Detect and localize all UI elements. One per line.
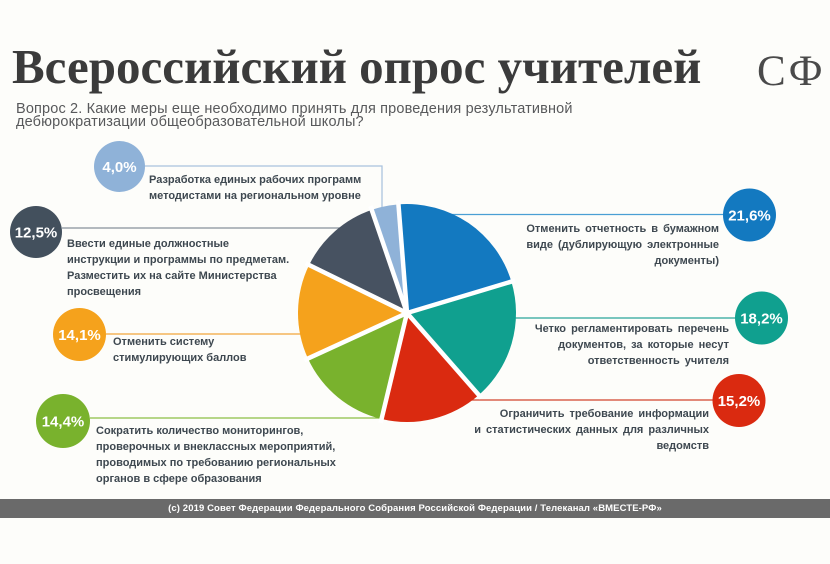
svg-text:14,1%: 14,1% xyxy=(58,327,101,344)
svg-text:12,5%: 12,5% xyxy=(15,225,58,242)
svg-text:21,6%: 21,6% xyxy=(728,208,771,225)
svg-text:14,4%: 14,4% xyxy=(42,414,85,431)
svg-text:15,2%: 15,2% xyxy=(718,393,761,410)
svg-text:4,0%: 4,0% xyxy=(102,159,136,176)
svg-text:18,2%: 18,2% xyxy=(740,311,783,328)
